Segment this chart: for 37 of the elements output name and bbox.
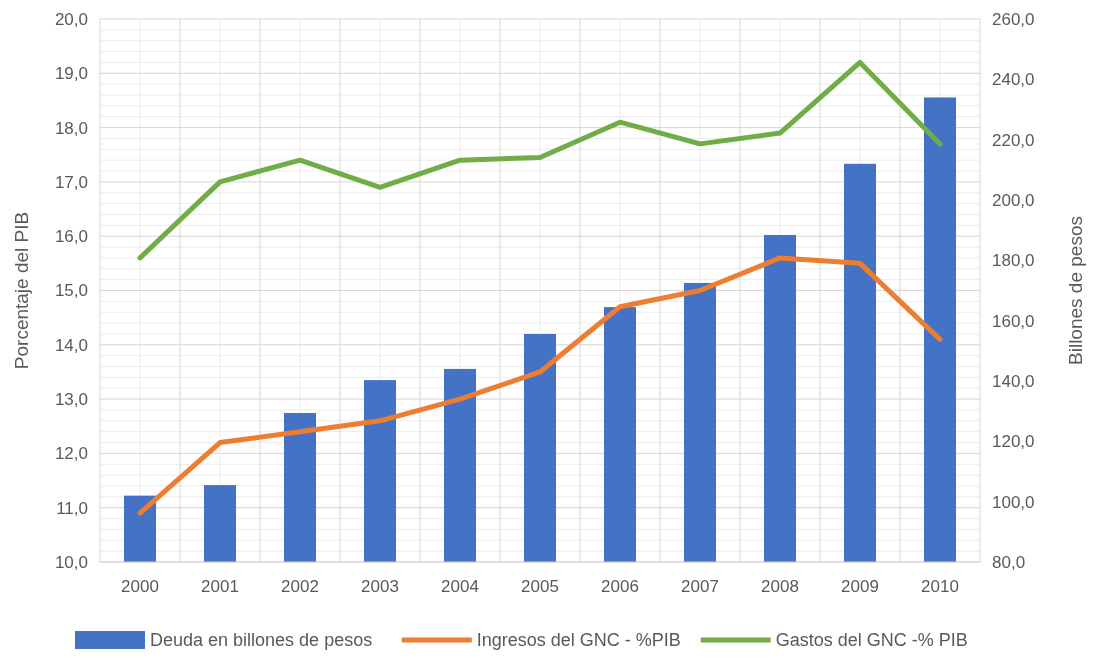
legend-label: Gastos del GNC -% PIB [775,630,968,651]
legend-label: Ingresos del GNC - %PIB [476,630,681,651]
y2-axis-title: Billones de pesos [1065,216,1086,365]
y2-tick-label: 140,0 [992,371,1035,391]
x-tick-label: 2006 [601,577,639,596]
y-tick-label: 16,0 [54,227,88,247]
x-tick-label: 2005 [521,577,559,596]
y-tick-label: 14,0 [54,335,88,355]
y2-tick-label: 160,0 [992,311,1035,331]
y2-tick-label: 120,0 [992,432,1035,452]
x-tick-label: 2002 [281,577,319,596]
y-tick-label: 15,0 [54,281,88,301]
y-tick-label: 17,0 [54,172,88,192]
x-tick-label: 2000 [121,577,159,596]
x-tick-label: 2008 [761,577,799,596]
y2-tick-label: 80,0 [992,552,1026,572]
x-tick-label: 2004 [441,577,479,596]
y-tick-label: 18,0 [54,118,88,138]
x-tick-label: 2009 [841,577,879,596]
y-tick-label: 11,0 [56,498,88,518]
x-tick-label: 2007 [681,577,719,596]
y2-tick-label: 100,0 [992,492,1035,512]
y-axis-title: Porcentaje del PIB [11,211,32,370]
x-tick-label: 2010 [921,577,959,596]
x-tick-label: 2001 [201,577,239,596]
legend-label: Deuda en billones de pesos [150,630,373,651]
y2-tick-label: 240,0 [992,70,1035,90]
y2-tick-label: 180,0 [992,251,1035,271]
y-tick-label: 10,0 [54,552,88,572]
y2-tick-label: 200,0 [992,190,1035,210]
y-tick-label: 19,0 [54,64,88,84]
y-tick-label: 20,0 [54,9,88,29]
y2-tick-label: 220,0 [992,130,1035,150]
x-tick-label: 2003 [361,577,399,596]
y-tick-label: 12,0 [54,444,88,464]
y-tick-label: 13,0 [54,390,88,410]
y2-tick-label: 260,0 [992,9,1035,29]
